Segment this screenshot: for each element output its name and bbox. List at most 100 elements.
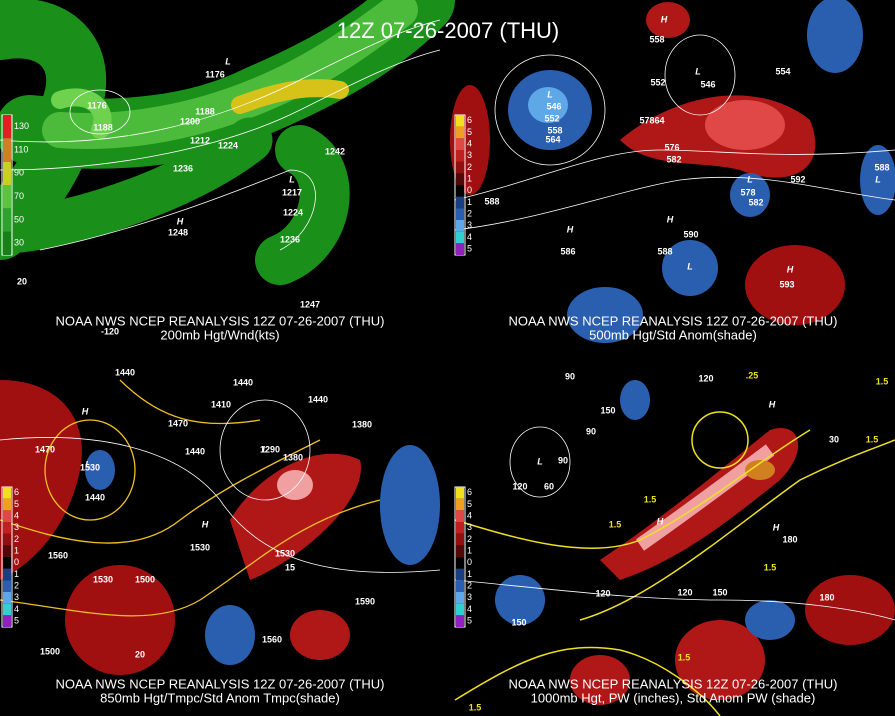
legend-swatch	[456, 185, 464, 197]
legend-label: 4	[14, 604, 19, 614]
main-title: 12Z 07-26-2007 (THU)	[337, 18, 560, 43]
legend-label: 6	[467, 115, 472, 125]
contour-label: 558	[547, 125, 562, 135]
contour-label: 150	[511, 617, 526, 627]
contour-label: 120	[595, 588, 610, 598]
legend-label: 1	[467, 569, 472, 579]
legend-swatch	[456, 615, 464, 627]
contour-label: 546	[700, 79, 715, 89]
contour-label: 552	[544, 113, 559, 123]
contour-label: 1.5	[876, 376, 889, 386]
legend-swatch	[456, 522, 464, 534]
anomaly-shading	[0, 380, 440, 675]
legend-label: 4	[467, 139, 472, 149]
legend-swatch	[456, 487, 464, 499]
contour-label: 1380	[283, 452, 303, 462]
contour-label: 1176	[87, 100, 107, 110]
contour-label: 1.5	[764, 562, 777, 572]
legend-swatch	[3, 208, 11, 232]
contour-label: .25	[746, 370, 759, 380]
legend-swatch	[456, 208, 464, 220]
contour-label: 1224	[218, 140, 238, 150]
contour-label: 546	[546, 101, 561, 111]
legend-swatch	[456, 568, 464, 581]
legend-label: 0	[467, 185, 472, 195]
contour-label: 90	[586, 426, 596, 436]
contour-label: H	[773, 522, 780, 532]
legend-label: 1	[467, 174, 472, 184]
legend-label: 90	[14, 168, 24, 178]
contour-label: 120	[512, 481, 527, 491]
contour-label: 1217	[282, 187, 302, 197]
legend-swatch	[456, 545, 464, 557]
legend-swatch	[3, 603, 11, 616]
contour-label: H	[787, 264, 794, 274]
contour-label: 1530	[93, 574, 113, 584]
contour-label: 1530	[275, 548, 295, 558]
legend-label: 5	[467, 127, 472, 137]
contour-label: 15	[285, 562, 295, 572]
panel-subtitle: 1000mb Hgt, PW (inches), Std Anom PW (sh…	[531, 690, 816, 705]
contour-label: 554	[775, 66, 790, 76]
legend-label: 110	[14, 144, 28, 154]
contour-label: H	[661, 14, 668, 24]
contour-label: 1440	[185, 446, 205, 456]
legend-label: 70	[14, 191, 24, 201]
contour-label: 1188	[93, 122, 113, 132]
contour-label: 1560	[262, 634, 282, 644]
contour-label: 1410	[211, 399, 231, 409]
contour-label: L	[225, 56, 231, 66]
panel-caption: NOAA NWS NCEP REANALYSIS 12Z 07-26-2007 …	[509, 676, 838, 691]
contour-label: L	[289, 174, 295, 184]
legend-label: 130	[14, 121, 29, 131]
contour-label: 20	[17, 276, 27, 286]
legend-swatch	[3, 615, 11, 627]
legend-swatch	[456, 150, 464, 162]
legend-swatch	[456, 603, 464, 616]
legend-label: 2	[467, 534, 472, 544]
anomaly-shading	[495, 380, 895, 705]
contour-label: 558	[649, 34, 664, 44]
contour-label: 1470	[35, 444, 55, 454]
legend-label: 5	[467, 244, 472, 254]
contour-label: 1212	[190, 135, 210, 145]
contour-label: L	[695, 66, 701, 76]
contour-label: 582	[748, 197, 763, 207]
contour-label: 1248	[168, 227, 188, 237]
legend-swatch	[3, 522, 11, 534]
contour-label: 588	[657, 246, 672, 256]
legend-label: 5	[467, 499, 472, 509]
legend-swatch	[456, 592, 464, 604]
legend-swatch	[456, 498, 464, 511]
contour-label: 1.5	[678, 652, 691, 662]
legend-label: 3	[467, 592, 472, 602]
contour-label: 1590	[355, 596, 375, 606]
legend-label: 1	[14, 546, 19, 556]
legend-swatch	[3, 545, 11, 557]
legend-label: 3	[14, 592, 19, 602]
legend-swatch	[456, 533, 464, 546]
contour-label: 576	[664, 142, 679, 152]
legend-swatch	[3, 510, 11, 522]
contour-label: 60	[544, 481, 554, 491]
legend-label: 3	[467, 522, 472, 532]
contour-label: 150	[712, 587, 727, 597]
legend-swatch	[3, 592, 11, 604]
contour-label: H	[82, 406, 89, 416]
legend-label: 0	[467, 557, 472, 567]
panel-subtitle: 850mb Hgt/Tmpc/Std Anom Tmpc(shade)	[100, 690, 340, 705]
legend-label: 6	[467, 487, 472, 497]
contour-label: 1500	[40, 646, 60, 656]
temperature-contours	[0, 379, 381, 617]
contour-label: 1.5	[609, 519, 622, 529]
panel-caption: NOAA NWS NCEP REANALYSIS 12Z 07-26-2007 …	[56, 313, 385, 328]
contour-label: 30	[829, 434, 839, 444]
contour-label: L	[262, 444, 268, 454]
contour-label: 90	[558, 455, 568, 465]
legend-swatch	[3, 487, 11, 499]
contour-label: 180	[782, 534, 797, 544]
contour-label: 1560	[48, 550, 68, 560]
legend-label: 3	[14, 522, 19, 532]
legend-swatch	[456, 126, 464, 139]
contour-label: 586	[560, 246, 575, 256]
